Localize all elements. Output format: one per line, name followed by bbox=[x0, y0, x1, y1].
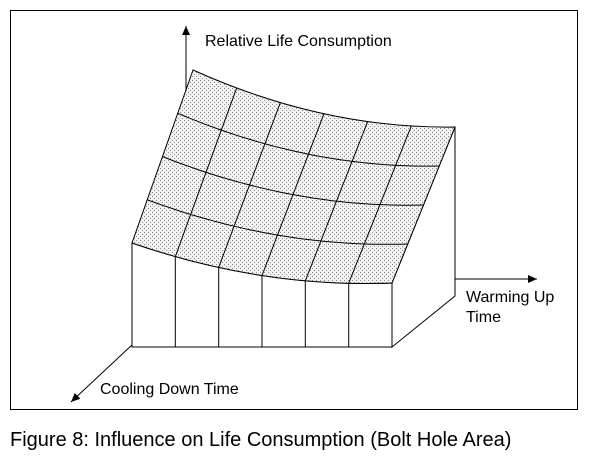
surface-grid-columns bbox=[174, 87, 412, 284]
cooling-down-time-label: Cooling Down Time bbox=[100, 381, 239, 398]
surface-grid-column-line bbox=[261, 113, 325, 276]
warming-up-label-line2: Time bbox=[466, 309, 501, 326]
surface-grid-column-line bbox=[304, 121, 369, 281]
surface-grid-column-line bbox=[174, 87, 238, 257]
cooling-axis-arrow bbox=[70, 344, 133, 403]
surface-grid-column-line bbox=[218, 102, 281, 268]
warming-up-label-line1: Warming Up bbox=[466, 289, 555, 306]
life-consumption-surface bbox=[131, 69, 456, 284]
surface-grid-column-line bbox=[348, 125, 412, 284]
front-face-dividers bbox=[174, 256, 350, 347]
figure-frame bbox=[10, 10, 578, 410]
figure-caption: Figure 8: Influence on Life Consumption … bbox=[10, 429, 512, 451]
relative-life-consumption-label: Relative Life Consumption bbox=[205, 33, 392, 50]
